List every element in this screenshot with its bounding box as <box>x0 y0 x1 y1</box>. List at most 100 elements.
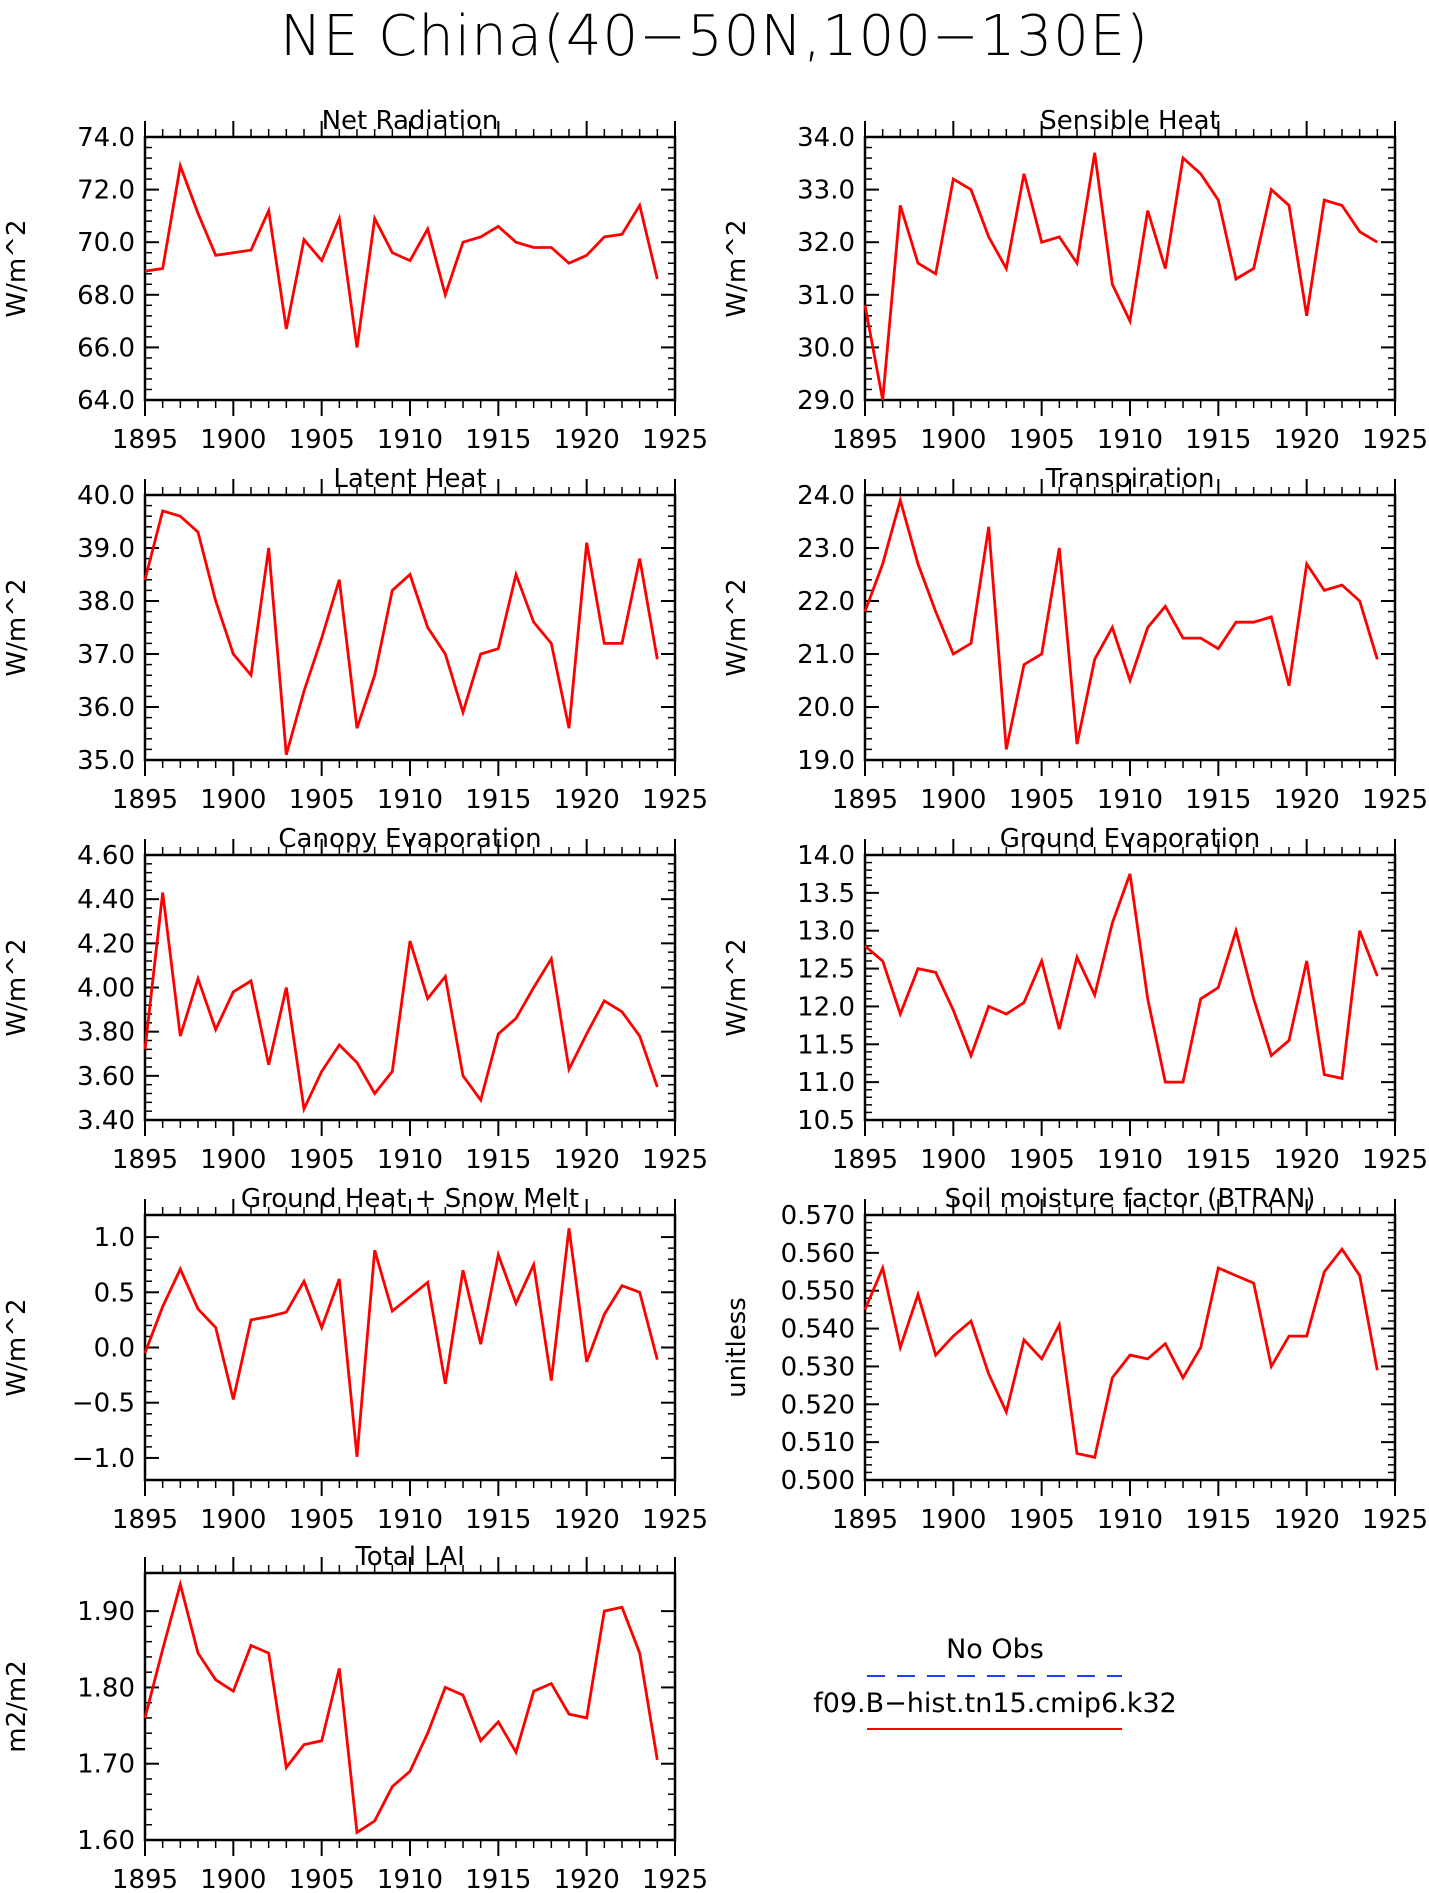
y-tick-label: 10.5 <box>797 1106 855 1136</box>
x-tick-label: 1895 <box>112 1145 178 1175</box>
x-tick-label: 1900 <box>920 1145 986 1175</box>
x-tick-label: 1925 <box>642 1145 708 1175</box>
plot-frame <box>863 135 1397 402</box>
x-tick-label: 1905 <box>1009 425 1075 455</box>
plot-frame <box>863 493 1397 762</box>
y-tick-label: 4.20 <box>77 929 135 959</box>
x-tick-label: 1905 <box>289 1865 355 1893</box>
x-tick-label: 1915 <box>465 425 531 455</box>
legend: No Obs f09.B−hist.tn15.cmip6.k32 <box>813 1634 1177 1730</box>
x-tick-label: 1915 <box>465 1865 531 1893</box>
x-tick-label: 1910 <box>1097 785 1163 815</box>
x-tick-label: 1895 <box>112 1505 178 1535</box>
x-tick-label: 1910 <box>377 1505 443 1535</box>
y-tick-label: 1.80 <box>77 1673 135 1703</box>
x-tick-label: 1900 <box>200 425 266 455</box>
x-tick-label: 1910 <box>1097 1505 1163 1535</box>
x-tick-label: 1905 <box>289 1145 355 1175</box>
y-axis-label: m2/m2 <box>2 1660 32 1753</box>
series-line <box>863 1246 1379 1459</box>
y-tick-label: 20.0 <box>797 693 855 723</box>
x-tick-label: 1920 <box>554 1145 620 1175</box>
y-tick-label: 0.520 <box>781 1390 855 1420</box>
legend-model-label: f09.B−hist.tn15.cmip6.k32 <box>813 1688 1177 1719</box>
y-tick-label: 1.70 <box>77 1750 135 1780</box>
y-tick-label: 34.0 <box>797 123 855 153</box>
chart-panel-3: Latent HeatW/m^235.036.037.038.039.040.0… <box>2 464 708 815</box>
y-tick-label: 11.0 <box>797 1068 855 1098</box>
x-tick-label: 1895 <box>832 425 898 455</box>
x-tick-label: 1900 <box>200 1865 266 1893</box>
x-tick-label: 1905 <box>1009 1145 1075 1175</box>
y-tick-label: 13.5 <box>797 879 855 909</box>
x-tick-label: 1900 <box>920 1505 986 1535</box>
y-tick-label: 21.0 <box>797 640 855 670</box>
x-tick-label: 1900 <box>920 785 986 815</box>
x-tick-label: 1915 <box>1185 1145 1251 1175</box>
x-tick-label: 1915 <box>1185 425 1251 455</box>
x-tick-label: 1905 <box>289 1505 355 1535</box>
y-tick-label: 4.40 <box>77 885 135 915</box>
series-line <box>143 892 659 1114</box>
x-tick-label: 1925 <box>1362 425 1428 455</box>
y-tick-label: 68.0 <box>77 281 135 311</box>
y-tick-label: 3.80 <box>77 1018 135 1048</box>
y-axis-label: W/m^2 <box>2 578 32 676</box>
y-tick-label: 32.0 <box>797 228 855 258</box>
y-tick-label: 3.40 <box>77 1106 135 1136</box>
series-line <box>143 1578 659 1835</box>
series-line <box>144 160 659 348</box>
y-tick-label: 30.0 <box>797 333 855 363</box>
legend-obs-label: No Obs <box>946 1634 1044 1665</box>
y-tick-label: 12.5 <box>797 955 855 985</box>
y-tick-label: −0.5 <box>72 1389 135 1419</box>
y-tick-label: 33.0 <box>797 176 855 206</box>
y-tick-label: 12.0 <box>797 992 855 1022</box>
y-tick-label: 22.0 <box>797 587 855 617</box>
x-tick-label: 1925 <box>1362 1145 1428 1175</box>
y-tick-label: 0.530 <box>781 1352 855 1382</box>
x-tick-label: 1915 <box>1185 785 1251 815</box>
x-tick-label: 1900 <box>200 1145 266 1175</box>
x-tick-label: 1920 <box>1274 1145 1340 1175</box>
y-tick-label: 0.5 <box>94 1278 135 1308</box>
y-axis-label: W/m^2 <box>2 219 32 317</box>
y-tick-label: 1.0 <box>94 1223 135 1253</box>
y-tick-label: 13.0 <box>797 917 855 947</box>
x-tick-label: 1895 <box>832 785 898 815</box>
x-tick-label: 1905 <box>289 785 355 815</box>
y-axis-label: W/m^2 <box>722 938 752 1036</box>
plot-frame <box>143 135 677 402</box>
x-tick-label: 1900 <box>920 425 986 455</box>
series-line <box>864 873 1379 1084</box>
y-tick-label: 64.0 <box>77 386 135 416</box>
y-tick-label: 24.0 <box>797 481 855 511</box>
x-tick-label: 1910 <box>1097 425 1163 455</box>
y-tick-label: 23.0 <box>797 534 855 564</box>
y-tick-label: 3.60 <box>77 1062 135 1092</box>
x-tick-label: 1910 <box>377 1865 443 1893</box>
y-axis-label: W/m^2 <box>722 578 752 676</box>
chart-panel-7: Ground Heat + Snow MeltW/m^2−1.0−0.50.00… <box>2 1184 708 1535</box>
y-tick-label: −1.0 <box>72 1444 135 1474</box>
x-tick-label: 1895 <box>112 785 178 815</box>
y-tick-label: 0.540 <box>781 1315 855 1345</box>
x-tick-label: 1925 <box>1362 1505 1428 1535</box>
y-tick-label: 0.560 <box>781 1239 855 1269</box>
y-tick-label: 70.0 <box>77 228 135 258</box>
y-tick-label: 66.0 <box>77 333 135 363</box>
x-tick-label: 1895 <box>832 1505 898 1535</box>
x-tick-label: 1910 <box>377 425 443 455</box>
y-tick-label: 35.0 <box>77 746 135 776</box>
y-axis-label: W/m^2 <box>722 219 752 317</box>
y-tick-label: 0.510 <box>781 1428 855 1458</box>
y-tick-label: 4.60 <box>77 841 135 871</box>
x-tick-label: 1900 <box>200 785 266 815</box>
x-tick-label: 1905 <box>1009 785 1075 815</box>
x-tick-label: 1920 <box>554 785 620 815</box>
plot-frame <box>143 1213 677 1482</box>
y-tick-label: 37.0 <box>77 640 135 670</box>
plot-frame <box>143 1571 677 1842</box>
x-tick-label: 1925 <box>642 425 708 455</box>
